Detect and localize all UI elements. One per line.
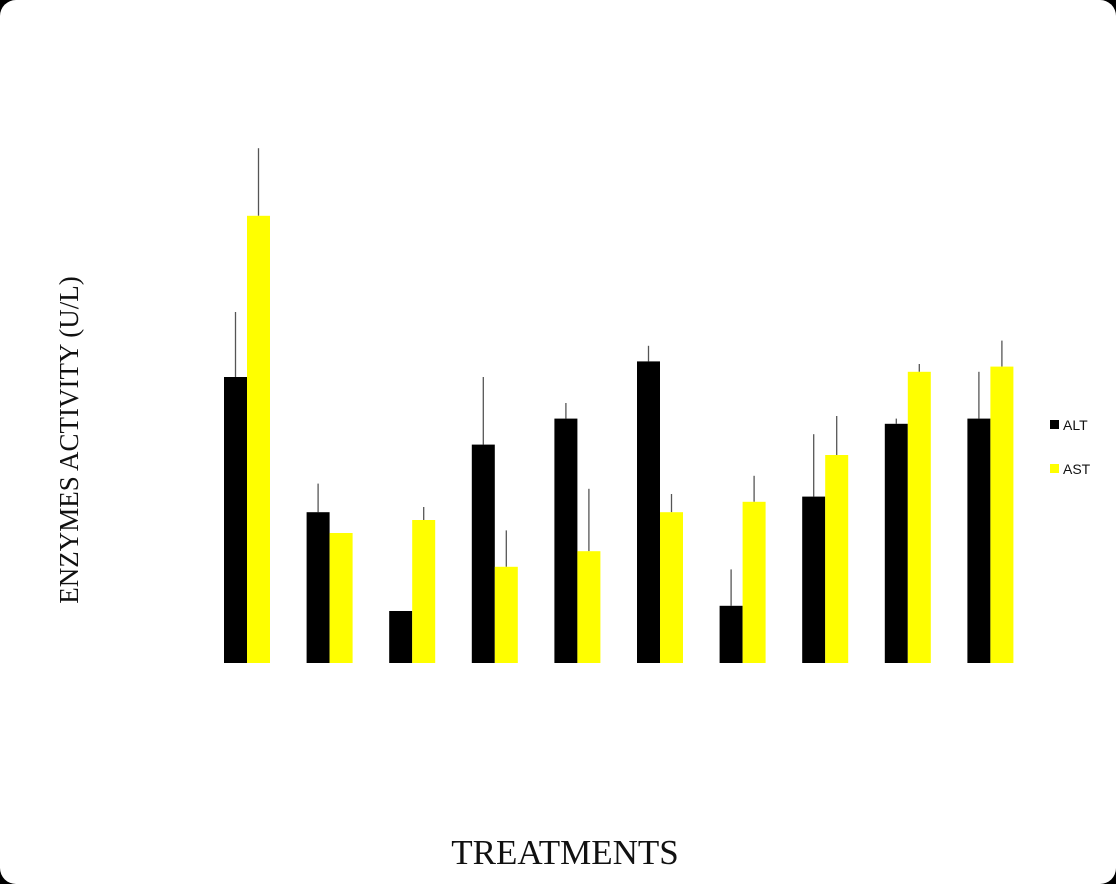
bar-ast-2 — [329, 533, 353, 663]
bar-ast-9 — [907, 371, 931, 663]
legend-label-ast: AST — [1063, 461, 1091, 477]
bar-alt-7 — [719, 605, 743, 663]
bar-ast-10 — [990, 366, 1014, 663]
bar-ast-6 — [660, 512, 683, 663]
bar-alt-2 — [306, 512, 330, 663]
bar-ast-5 — [577, 551, 601, 663]
bar-ast-8 — [825, 455, 849, 663]
y-axis-title: ENZYMES ACTIVITY (U/L) — [54, 276, 84, 603]
bar-alt-10 — [967, 418, 991, 663]
legend: ALT AST — [1050, 417, 1091, 477]
bars — [224, 215, 1014, 664]
bar-alt-8 — [802, 496, 826, 663]
bar-alt-5 — [554, 418, 578, 663]
bar-alt-1 — [224, 377, 247, 663]
legend-swatch-ast — [1050, 464, 1059, 473]
x-axis-title: TREATMENTS — [451, 833, 679, 872]
bar-alt-3 — [389, 611, 413, 663]
legend-swatch-alt — [1050, 420, 1059, 429]
bar-ast-4 — [494, 566, 518, 663]
legend-label-alt: ALT — [1063, 417, 1088, 433]
bar-ast-3 — [412, 520, 436, 663]
bar-alt-9 — [884, 423, 908, 663]
error-bars — [234, 148, 1003, 606]
bar-ast-7 — [742, 501, 766, 663]
bar-alt-4 — [471, 444, 495, 663]
bar-alt-6 — [637, 361, 660, 663]
bar-ast-1 — [247, 215, 270, 664]
